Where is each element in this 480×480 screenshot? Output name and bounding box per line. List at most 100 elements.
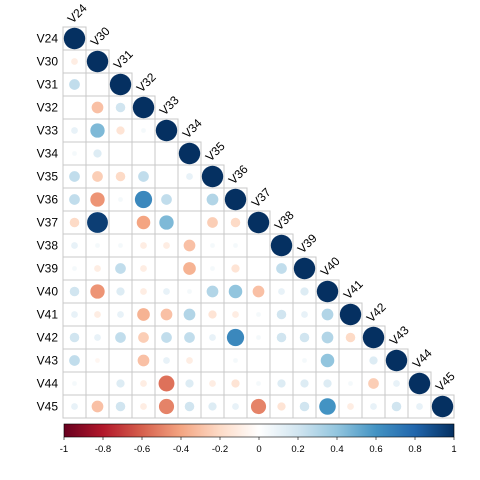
grid-cell <box>246 348 271 373</box>
corr-circle-V40-V33 <box>163 288 170 295</box>
corr-circle-V42-V36 <box>226 328 245 347</box>
corr-circle-V44-V41 <box>348 381 353 386</box>
corr-circle-V40-V38 <box>278 288 285 295</box>
corr-circle-V37-V35 <box>207 217 218 228</box>
corr-circle-V44-V32 <box>140 380 147 387</box>
corr-circle-V44-V24 <box>72 381 77 386</box>
legend-tick-label: -0.2 <box>212 444 228 455</box>
corr-circle-V41-V31 <box>117 311 124 318</box>
corr-circle-V37-V24 <box>69 217 80 228</box>
corr-circle-V39-V34 <box>183 262 196 275</box>
corr-circle-V33-V32 <box>141 128 146 133</box>
corr-circle-V36-V31 <box>118 197 123 202</box>
corr-circle-V42-V24 <box>69 332 80 343</box>
grid-cell <box>154 141 179 166</box>
corr-circle-V45-V31 <box>115 401 126 412</box>
diag-label-V45: V45 <box>433 369 458 394</box>
corr-circle-V38-V24 <box>71 242 78 249</box>
diag-label-V35: V35 <box>203 139 228 164</box>
diag-label-V40: V40 <box>318 254 343 279</box>
grid-cell <box>200 348 225 373</box>
corr-circle-V39-V30 <box>94 265 101 272</box>
grid-cell <box>338 348 363 373</box>
corr-circle-V42-V35 <box>209 334 216 341</box>
grid-cell <box>246 256 271 281</box>
corr-circle-V38-V34 <box>183 239 196 252</box>
corr-circle-V33-V30 <box>90 123 105 138</box>
row-label-V43: V43 <box>37 354 59 368</box>
color-legend-bar <box>63 423 455 438</box>
corr-circle-V43-V36 <box>233 358 238 363</box>
corr-circle-V42-V42 <box>362 326 385 349</box>
corr-circle-V45-V40 <box>319 398 336 415</box>
corr-circle-V41-V32 <box>137 308 150 321</box>
corr-circle-V39-V38 <box>276 263 287 274</box>
corr-circle-V33-V24 <box>71 127 78 134</box>
corr-circle-V37-V33 <box>159 215 174 230</box>
corr-circle-V39-V24 <box>72 266 77 271</box>
row-label-V41: V41 <box>37 308 59 322</box>
corr-circle-V40-V31 <box>116 287 125 296</box>
corr-circle-V45-V39 <box>299 401 310 412</box>
corr-circle-V39-V36 <box>231 264 240 273</box>
grid-cell <box>108 141 133 166</box>
corr-circle-V44-V35 <box>209 380 216 387</box>
row-label-V42: V42 <box>37 331 59 345</box>
corr-circle-V37-V32 <box>136 215 151 230</box>
row-label-V37: V37 <box>37 216 59 230</box>
corr-circle-V44-V39 <box>300 379 309 388</box>
corr-circle-V31-V24 <box>69 79 80 90</box>
corr-circle-V45-V24 <box>71 403 78 410</box>
corr-circle-V36-V35 <box>206 193 219 206</box>
corr-circle-V45-V43 <box>391 401 402 412</box>
row-label-V31: V31 <box>37 78 59 92</box>
diag-label-V41: V41 <box>341 277 366 302</box>
legend-tick-label: -0.8 <box>95 444 111 455</box>
grid-cell <box>108 210 133 235</box>
corr-circle-V44-V43 <box>393 380 400 387</box>
corr-circle-V37-V36 <box>230 217 241 228</box>
grid-cell <box>85 72 110 97</box>
corr-circle-V40-V30 <box>90 284 105 299</box>
corr-circle-V41-V33 <box>160 308 173 321</box>
grid-cell <box>177 210 202 235</box>
corr-circle-V34-V34 <box>178 142 201 165</box>
corr-circle-V38-V36 <box>233 243 238 248</box>
corr-circle-V36-V33 <box>161 194 172 205</box>
corr-circle-V40-V32 <box>140 288 147 295</box>
row-label-V40: V40 <box>37 285 59 299</box>
corr-circle-V35-V24 <box>69 171 80 182</box>
row-label-V38: V38 <box>37 239 59 253</box>
corr-circle-V41-V35 <box>208 310 217 319</box>
grid-cell <box>108 348 133 373</box>
row-label-V35: V35 <box>37 170 59 184</box>
corr-circle-V44-V44 <box>408 372 431 395</box>
row-label-V30: V30 <box>37 55 59 69</box>
corr-circle-V44-V42 <box>368 378 379 389</box>
legend-tick-label: 0.8 <box>408 444 421 455</box>
corr-circle-V37-V37 <box>247 211 270 234</box>
corr-circle-V45-V41 <box>347 403 354 410</box>
corr-circle-V31-V31 <box>109 73 132 96</box>
corr-circle-V39-V39 <box>293 257 316 280</box>
diag-label-V24: V24 <box>65 1 90 26</box>
corr-circle-V33-V31 <box>116 126 125 135</box>
corr-circle-V41-V40 <box>321 308 334 321</box>
corr-circle-V45-V30 <box>91 400 104 413</box>
row-label-V44: V44 <box>37 377 59 391</box>
corr-circle-V45-V42 <box>370 403 377 410</box>
row-label-V32: V32 <box>37 101 59 115</box>
corr-circle-V41-V39 <box>301 311 308 318</box>
corr-circle-V41-V34 <box>183 308 196 321</box>
corr-circle-V32-V31 <box>115 102 126 113</box>
corr-circle-V40-V39 <box>300 287 309 296</box>
grid-cell <box>131 141 156 166</box>
row-label-V34: V34 <box>37 147 59 161</box>
legend-tick-label: -0.4 <box>173 444 189 455</box>
corr-circle-V41-V24 <box>71 311 78 318</box>
corr-circle-V44-V33 <box>158 375 175 392</box>
corr-circle-V43-V33 <box>163 357 170 364</box>
grid-cell <box>85 371 110 396</box>
corr-circle-V30-V30 <box>86 50 109 73</box>
corr-circle-V44-V38 <box>277 379 286 388</box>
